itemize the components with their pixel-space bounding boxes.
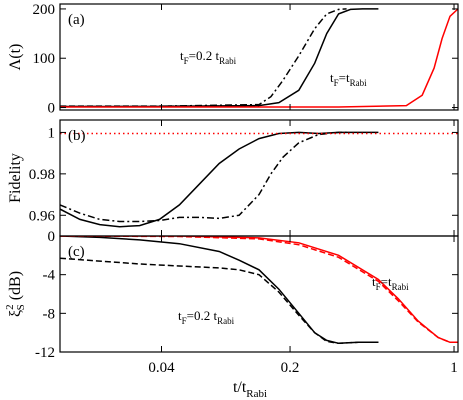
series-line-a-0 [60,8,379,108]
plot-frame-b [59,119,459,237]
annotation-c-0: tF=0.2 tRabi [178,308,235,326]
plot-frame-a [59,3,459,111]
panel-tag-b: (b) [68,128,86,144]
series-line-c-2 [60,236,458,344]
series-line-c-3 [60,236,458,344]
y-tick-label-c-3: -12 [35,345,55,361]
series-group-c [60,236,458,345]
y-tick-label-c-2: -8 [43,306,56,322]
y-tick-label-b-0: 0.96 [29,208,56,224]
x-axis-label: t/tRabi [233,379,267,400]
annotation-a-0: tF=0.2 tRabi [180,48,237,66]
y-tick-label-c-1: -4 [43,268,56,284]
x-tick-label-1: 0.2 [281,360,300,376]
series-line-c-0 [60,236,379,345]
panel-a: 0 100 200 (a) Λ(t) tF=0.2 tRabi tF=tRabi [7,2,459,117]
series-line-b-1 [60,131,347,223]
x-tick-label-0: 0.04 [148,360,175,376]
y-tick-label-a-2: 200 [33,2,56,18]
y-axis-label-c: ξ2S (dB) [4,271,27,317]
y-tick-label-a-0: 0 [48,101,56,117]
y-tick-label-a-1: 100 [33,51,56,67]
y-axis-label-a: Λ(t) [7,44,24,71]
series-line-c-1 [60,257,379,345]
y-tick-label-c-0: 0 [48,229,56,245]
series-line-a-3 [60,8,458,108]
y-tick-label-b-1: 0.98 [29,167,55,183]
panel-tag-a: (a) [68,12,85,28]
x-tick-label-2: 1 [450,360,458,376]
y-tick-label-b-2: 1 [48,125,56,141]
annotation-a-1: tF=tRabi [330,70,367,88]
panel-c: 0 -4 -8 -12 (c) ξ2S (dB) tF=0.2 tRabi tF=tRabi [4,229,459,361]
panel-b: 0.96 0.98 1 (b) Fidelity [7,119,459,237]
panel-tag-c: (c) [68,244,85,260]
series-group-b [60,131,458,228]
y-axis-label-b: Fidelity [7,153,24,203]
annotation-c-1: tF=tRabi [372,274,409,292]
plot-frame-c [59,235,459,353]
series-line-b-0 [60,131,379,228]
series-group-a [60,8,458,108]
